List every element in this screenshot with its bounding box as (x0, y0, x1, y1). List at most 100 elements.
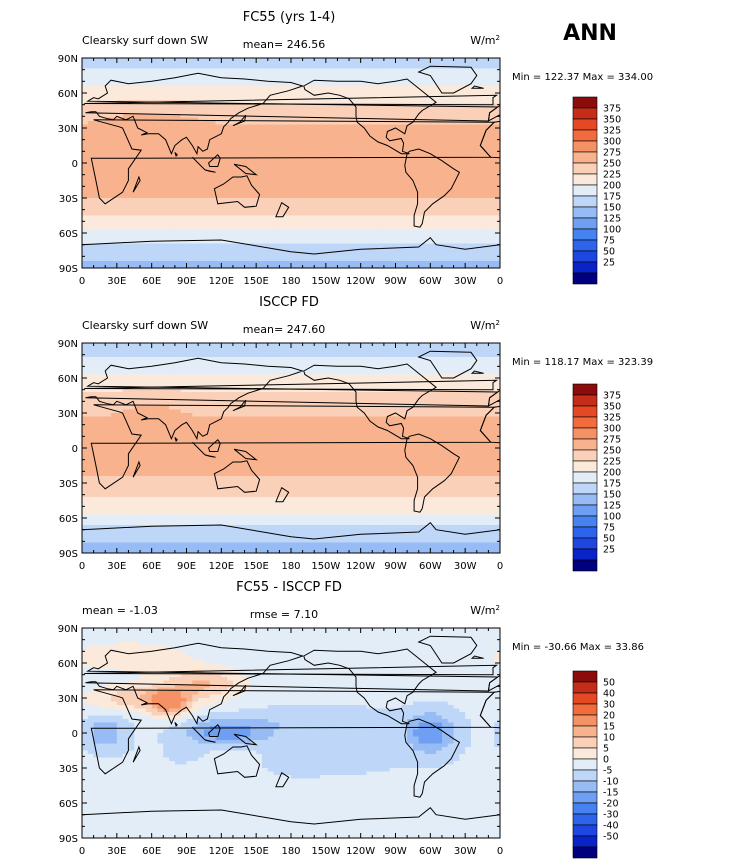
field-cell (412, 194, 420, 199)
field-cell (111, 343, 118, 348)
field-cell (372, 82, 379, 87)
field-cell (186, 96, 193, 101)
field-cell (209, 357, 217, 362)
field-cell (349, 346, 356, 351)
field-cell (163, 236, 170, 241)
field-cell (424, 180, 431, 185)
field-cell (261, 121, 269, 126)
field-cell (157, 184, 164, 189)
field-cell (430, 180, 437, 185)
field-cell (192, 219, 199, 224)
field-cell (430, 68, 437, 73)
field-cell (180, 191, 188, 196)
field-cell (354, 86, 362, 91)
field-cell (186, 124, 193, 129)
field-cell (221, 166, 228, 171)
field-cell (273, 114, 280, 119)
field-cell (244, 75, 251, 80)
field-cell (157, 254, 164, 259)
field-cell (308, 110, 315, 115)
field-cell (82, 58, 89, 63)
field-cell (285, 184, 292, 189)
field-cell (192, 360, 199, 365)
field-cell (418, 187, 426, 192)
field-cell (250, 360, 257, 365)
field-cell (215, 96, 222, 101)
field-cell (116, 247, 124, 252)
field-cell (494, 212, 500, 217)
field-cell (412, 114, 420, 119)
field-cell (331, 93, 339, 98)
field-cell (488, 61, 495, 66)
field-cell (140, 350, 147, 355)
field-cell (105, 128, 112, 133)
field-cell (354, 72, 362, 77)
field-cell (134, 149, 141, 154)
field-cell (470, 201, 478, 206)
field-cell (105, 86, 112, 91)
field-cell (320, 184, 327, 189)
field-cell (192, 177, 199, 182)
field-cell (325, 247, 333, 252)
field-cell (401, 229, 408, 234)
field-cell (192, 170, 199, 175)
field-cell (157, 177, 164, 182)
field-cell (383, 65, 391, 70)
field-cell (349, 93, 356, 98)
field-cell (349, 177, 356, 182)
field-cell (82, 205, 89, 210)
field-cell (203, 114, 211, 119)
field-cell (157, 243, 164, 248)
field-cell (163, 58, 170, 63)
field-cell (273, 86, 280, 91)
field-cell (436, 121, 443, 126)
field-cell (134, 257, 141, 262)
field-cell (111, 58, 118, 63)
field-cell (389, 261, 397, 266)
field-cell (273, 357, 280, 362)
field-cell (372, 226, 379, 231)
field-cell (291, 187, 298, 192)
field-cell (453, 177, 460, 182)
field-cell (232, 350, 240, 355)
field-cell (418, 257, 426, 262)
field-cell (441, 89, 449, 94)
field-cell (261, 264, 269, 268)
field-cell (145, 135, 153, 140)
field-cell (174, 364, 182, 369)
field-cell (291, 243, 298, 248)
field-cell (407, 135, 414, 140)
field-cell (383, 198, 391, 203)
field-cell (383, 159, 391, 164)
field-cell (325, 145, 333, 150)
field-cell (366, 233, 373, 238)
field-cell (209, 350, 217, 355)
field-cell (291, 205, 298, 210)
field-cell (180, 159, 188, 164)
field-cell (349, 159, 356, 164)
field-cell (360, 173, 368, 178)
field-cell (238, 353, 246, 358)
field-cell (87, 208, 95, 213)
field-cell (325, 261, 333, 266)
field-cell (395, 229, 402, 234)
field-cell (436, 212, 443, 217)
field-cell (389, 79, 397, 84)
field-cell (140, 131, 147, 136)
field-cell (122, 142, 130, 147)
field-cell (227, 124, 234, 129)
field-cell (186, 100, 193, 105)
field-cell (360, 61, 368, 66)
field-cell (494, 131, 500, 136)
field-cell (412, 212, 420, 217)
field-cell (128, 247, 135, 252)
field-cell (215, 243, 222, 248)
field-cell (372, 166, 379, 171)
field-cell (401, 110, 408, 115)
field-cell (285, 346, 292, 351)
field-cell (430, 346, 437, 351)
field-cell (314, 135, 321, 140)
field-cell (140, 68, 147, 73)
field-cell (325, 205, 333, 210)
field-cell (209, 180, 217, 185)
